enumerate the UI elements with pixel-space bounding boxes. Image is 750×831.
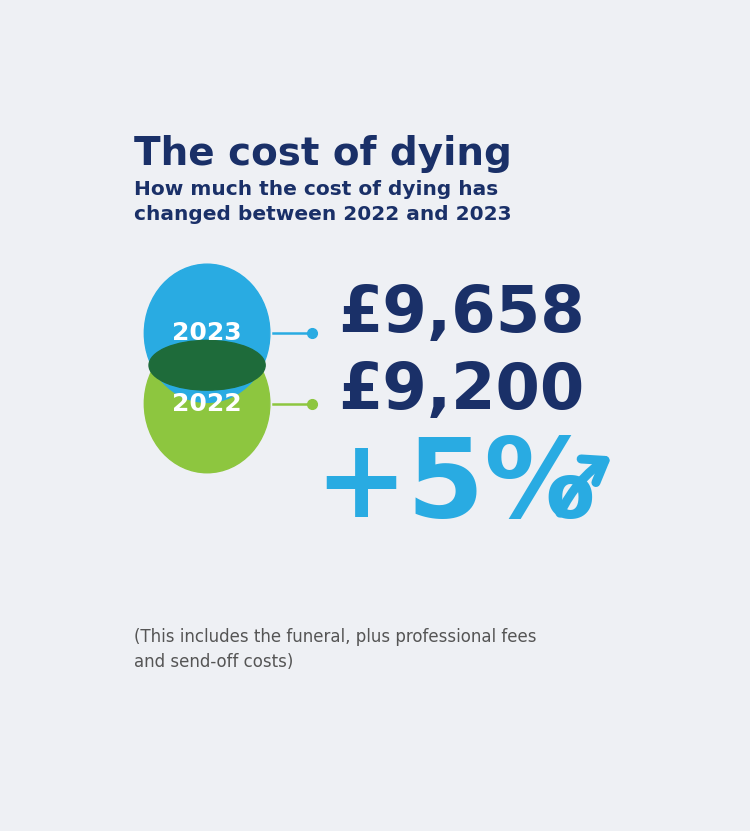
- Circle shape: [144, 335, 270, 473]
- Text: How much the cost of dying has
changed between 2022 and 2023: How much the cost of dying has changed b…: [134, 179, 512, 224]
- Text: 2022: 2022: [172, 391, 242, 416]
- FancyArrowPatch shape: [560, 459, 605, 513]
- Text: +5%: +5%: [315, 433, 596, 540]
- Text: 2023: 2023: [172, 322, 242, 345]
- Text: £9,200: £9,200: [338, 360, 584, 422]
- Ellipse shape: [149, 341, 266, 390]
- Text: £9,658: £9,658: [338, 283, 585, 345]
- Text: The cost of dying: The cost of dying: [134, 135, 512, 173]
- Text: (This includes the funeral, plus professional fees
and send-off costs): (This includes the funeral, plus profess…: [134, 627, 537, 671]
- Circle shape: [144, 264, 270, 402]
